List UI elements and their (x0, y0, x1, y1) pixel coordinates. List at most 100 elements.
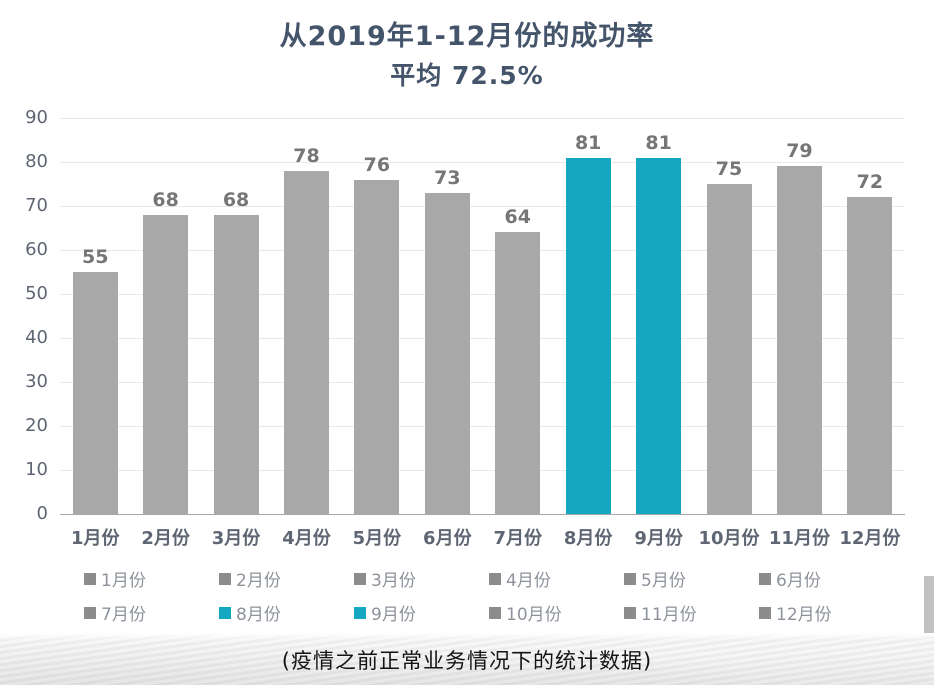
legend-label: 3月份 (371, 571, 416, 591)
y-tick-label: 50 (25, 283, 48, 304)
bar-column-10月份: 75 (694, 118, 764, 514)
legend-label: 4月份 (506, 571, 551, 591)
x-tick-label: 11月份 (768, 528, 830, 549)
bar (847, 197, 893, 514)
legend-item-10月份: 10月份 (489, 600, 624, 625)
plot-area: 55 68 68 78 76 73 64 81 81 75 79 72 (60, 118, 905, 515)
bar-value-label: 72 (856, 171, 884, 193)
bar-value-label: 55 (81, 246, 109, 268)
bar-value-label: 79 (786, 140, 813, 162)
x-tick-label: 2月份 (141, 528, 190, 549)
legend-item-8月份: 8月份 (219, 600, 354, 625)
y-tick-label: 20 (25, 415, 48, 436)
x-tick-label: 12月份 (839, 528, 901, 549)
legend-item-3月份: 3月份 (354, 566, 489, 591)
bar-column-2月份: 68 (130, 118, 200, 514)
legend-item-7月份: 7月份 (84, 600, 219, 625)
legend-item-4月份: 4月份 (489, 566, 624, 591)
x-tick-label: 5月份 (352, 528, 402, 549)
footer-texture-band: (疫情之前正常业务情况下的统计数据) (0, 633, 934, 685)
legend-swatch-icon (84, 572, 96, 585)
x-tick-label: 3月份 (211, 528, 261, 549)
bar-column-8月份: 81 (553, 118, 623, 514)
legend-item-11月份: 11月份 (624, 600, 759, 625)
legend-swatch-icon (354, 606, 366, 619)
bar-column-5月份: 76 (342, 118, 412, 514)
chart-subtitle: 平均 72.5% (390, 61, 544, 90)
legend: 1月份 2月份 3月份 4月份 5月份 6月份 7月份 8月份 9月份 10月份 11月份 12月份 (84, 566, 894, 625)
bar (424, 193, 470, 514)
bar-column-3月份: 68 (201, 118, 271, 514)
legend-item-12月份: 12月份 (759, 600, 894, 625)
y-tick-label: 40 (25, 327, 48, 348)
x-tick-label: 6月份 (423, 528, 472, 549)
y-tick-label: 80 (25, 151, 48, 172)
legend-item-9月份: 9月份 (354, 600, 489, 625)
legend-swatch-icon (624, 606, 636, 619)
bar-column-4月份: 78 (271, 118, 341, 514)
y-tick-label: 60 (25, 239, 48, 260)
legend-item-2月份: 2月份 (219, 566, 354, 591)
bar (143, 215, 189, 514)
x-tick-label: 4月份 (282, 528, 331, 549)
legend-label: 8月份 (236, 605, 281, 625)
legend-label: 11月份 (641, 605, 697, 625)
bar-column-9月份: 81 (623, 118, 693, 514)
bar-column-12月份: 72 (835, 118, 905, 514)
bar-value-label: 76 (363, 154, 391, 176)
bar (495, 232, 541, 514)
legend-swatch-icon (489, 606, 501, 619)
bar-column-7月份: 64 (483, 118, 553, 514)
legend-swatch-icon (624, 572, 636, 585)
legend-item-6月份: 6月份 (759, 566, 894, 591)
bar (706, 184, 752, 514)
y-tick-label: 70 (25, 195, 48, 216)
bar (636, 158, 682, 514)
bar-value-label: 81 (645, 132, 672, 154)
bar-value-label: 75 (715, 158, 743, 180)
legend-item-1月份: 1月份 (84, 566, 219, 591)
legend-swatch-icon (759, 606, 771, 619)
legend-label: 7月份 (101, 605, 146, 625)
legend-swatch-icon (84, 606, 96, 619)
bar (283, 171, 329, 514)
y-tick-label: 90 (25, 107, 48, 128)
legend-label: 12月份 (776, 605, 832, 625)
caption: (疫情之前正常业务情况下的统计数据) (281, 649, 653, 673)
chart-title: 从2019年1-12月份的成功率 (279, 21, 655, 52)
scrollbar-thumb[interactable] (924, 576, 934, 634)
y-tick-label: 10 (25, 459, 48, 480)
legend-swatch-icon (219, 606, 231, 619)
bar (72, 272, 118, 514)
bar (213, 215, 259, 514)
bar-value-label: 81 (574, 132, 602, 154)
legend-label: 9月份 (371, 605, 416, 625)
y-tick-label: 0 (36, 503, 48, 524)
x-tick-label: 8月份 (563, 528, 613, 549)
bar-column-11月份: 79 (764, 118, 834, 514)
legend-label: 6月份 (776, 571, 821, 591)
bar-value-label: 64 (504, 206, 531, 228)
bar-value-label: 78 (293, 145, 320, 167)
bar (354, 180, 400, 514)
legend-label: 2月份 (236, 571, 281, 591)
legend-swatch-icon (219, 572, 231, 585)
bar (565, 158, 611, 514)
x-tick-label: 10月份 (698, 528, 760, 549)
bar-column-6月份: 73 (412, 118, 482, 514)
legend-item-5月份: 5月份 (624, 566, 759, 591)
bar-column-1月份: 55 (60, 118, 130, 514)
legend-label: 10月份 (506, 605, 562, 625)
x-tick-label: 1月份 (70, 528, 120, 549)
x-axis-tick-labels: 1月份 2月份 3月份 4月份 5月份 6月份 7月份 8月份 9月份 10月份 11月份 12月份 (60, 524, 905, 550)
bar-value-label: 68 (222, 189, 250, 211)
legend-label: 1月份 (101, 571, 146, 591)
bar-value-label: 73 (434, 167, 461, 189)
x-tick-label: 7月份 (493, 528, 542, 549)
legend-label: 5月份 (641, 571, 686, 591)
legend-swatch-icon (354, 572, 366, 585)
bar-value-label: 68 (152, 189, 179, 211)
bars-row: 55 68 68 78 76 73 64 81 81 75 79 72 (60, 118, 905, 514)
x-tick-label: 9月份 (634, 528, 683, 549)
